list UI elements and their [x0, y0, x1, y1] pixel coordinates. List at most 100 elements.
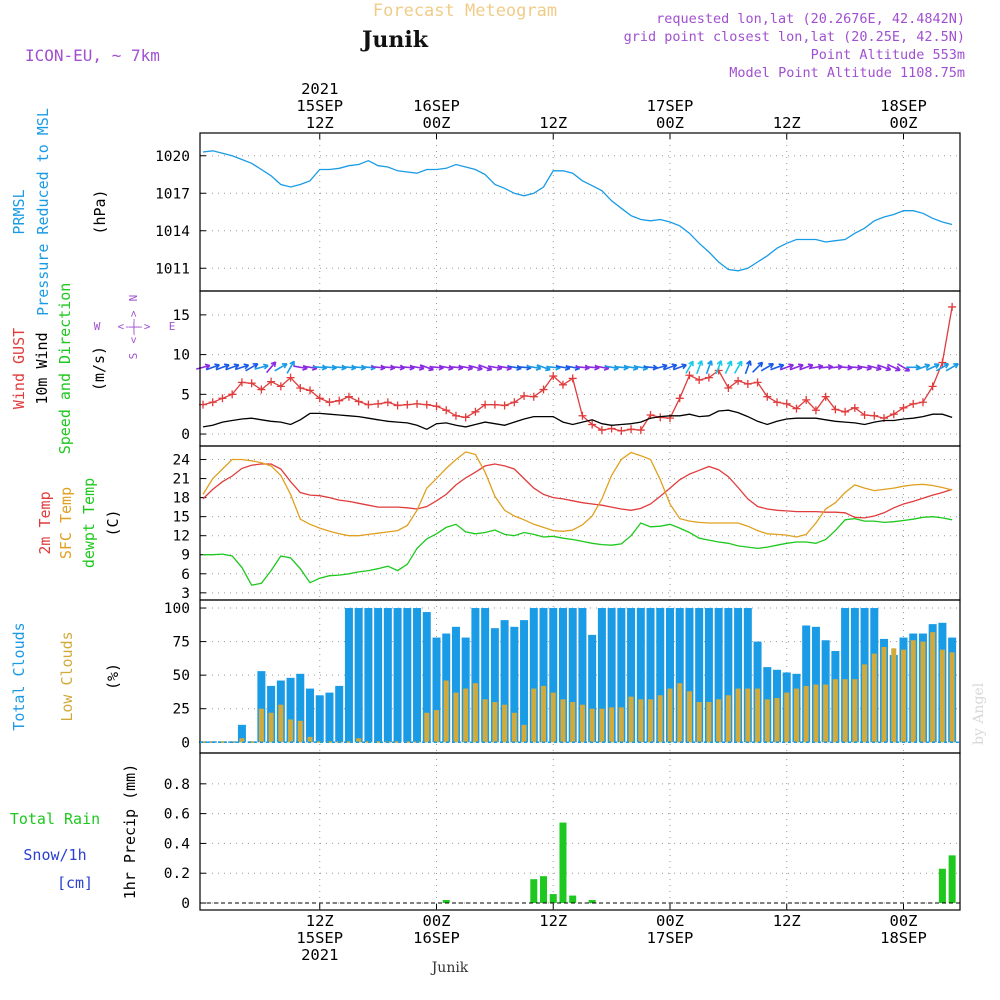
series-temperature-1 — [202, 451, 953, 538]
bar-clouds — [472, 683, 478, 743]
bar-clouds — [306, 688, 315, 743]
header-info-line-2: grid point closest lon,lat (20.25E, 42.5… — [624, 29, 965, 45]
bar-clouds — [764, 699, 770, 743]
precip-legend-line: Snow/1h — [23, 846, 86, 864]
bar-clouds — [560, 699, 566, 743]
bar-clouds — [617, 608, 626, 743]
wind-arrow — [770, 363, 785, 371]
y-tick-label: 1017 — [155, 186, 190, 202]
wind-arrow — [254, 363, 269, 370]
bar-clouds — [511, 712, 517, 743]
line-pressure-0 — [202, 150, 953, 272]
bar-clouds — [675, 608, 684, 743]
wind-arrow — [196, 363, 211, 370]
gust-marker — [442, 406, 451, 415]
bar-clouds — [344, 608, 353, 743]
bar-clouds — [404, 741, 410, 743]
bar-clouds — [704, 608, 713, 743]
bar-precip — [938, 868, 946, 904]
bar-clouds — [317, 741, 323, 743]
bar-clouds — [249, 741, 255, 743]
y-tick-label: 1020 — [155, 149, 190, 165]
wind-arrow — [733, 360, 743, 374]
bar-clouds — [920, 641, 926, 743]
panel-clouds: 0 25 50 75 100 Total Clouds Low Clouds (%) — [10, 599, 961, 754]
time-label-bottom: 00Z — [656, 912, 684, 930]
bar-clouds — [237, 724, 246, 743]
bar-clouds — [481, 608, 490, 743]
wind-arrow — [215, 363, 230, 371]
line-temperature-0 — [202, 463, 953, 519]
gust-marker — [763, 392, 772, 401]
gust-marker — [743, 379, 752, 388]
time-label-bottom: 00Z — [422, 912, 450, 930]
panel-ylabel: Low Clouds — [58, 631, 76, 721]
gust-marker — [296, 383, 305, 392]
bar-clouds — [823, 684, 829, 743]
bar-precip — [588, 900, 596, 904]
bar-clouds — [549, 608, 558, 743]
gust-marker — [267, 377, 276, 386]
header-model: ICON-EU, ~ 7km — [25, 46, 160, 65]
compass-arrows-v: <-|-> — [127, 310, 140, 343]
bar-clouds — [636, 608, 645, 743]
panel-ylabel: 10m Wind — [33, 332, 51, 404]
compass-label: W — [94, 320, 101, 333]
bar-clouds — [881, 646, 887, 743]
bar-clouds — [578, 608, 587, 743]
bar-clouds — [471, 608, 480, 743]
y-tick-label: 0 — [181, 735, 190, 751]
bar-clouds — [346, 741, 352, 743]
bar-clouds — [677, 683, 683, 743]
gust-marker — [831, 405, 840, 414]
bar-clouds — [628, 696, 634, 743]
gust-marker — [413, 399, 422, 408]
wind-arrow — [663, 363, 678, 371]
time-label-top: 17SEP — [647, 97, 694, 115]
panel-unit: (C) — [104, 509, 122, 536]
gust-marker — [588, 420, 597, 429]
bar-precip — [530, 879, 538, 904]
time-label-bottom: 17SEP — [647, 929, 694, 947]
bar-clouds — [695, 608, 704, 743]
bar-clouds — [492, 702, 498, 743]
wind-arrow — [916, 363, 931, 371]
gust-marker — [636, 426, 645, 435]
bar-clouds — [685, 608, 694, 743]
watermark: by Angel — [971, 682, 987, 745]
gust-marker — [899, 403, 908, 412]
series-wind-1 — [202, 409, 953, 431]
precip-legend-line: Total Rain — [10, 810, 100, 828]
panel-unit: (%) — [104, 663, 122, 690]
bar-clouds — [443, 680, 449, 743]
time-label-bottom: 2021 — [301, 946, 338, 964]
bar-clouds — [297, 720, 303, 743]
bar-clouds — [395, 741, 401, 743]
time-label-top: 18SEP — [880, 97, 927, 115]
gust-marker — [257, 385, 266, 394]
gust-marker — [354, 397, 363, 406]
bar-clouds — [656, 608, 665, 743]
gust-marker — [568, 374, 577, 383]
bar-clouds — [665, 608, 674, 743]
wind-arrow — [752, 361, 764, 373]
compass-label: N — [127, 295, 140, 302]
panel-precip: 0 0.2 0.4 0.6 0.8 1hr Precip (mm) Total Rain Sn… — [10, 752, 961, 912]
bar-clouds — [725, 695, 731, 743]
bar-clouds — [383, 608, 392, 743]
wind-arrow — [653, 363, 668, 370]
gust-marker — [948, 302, 957, 311]
bar-clouds — [550, 692, 556, 743]
wind-arrow — [286, 360, 295, 374]
footer-location: Junik — [430, 960, 469, 976]
header-info-line-4: Model Point Altitude 1108.75m — [729, 65, 965, 81]
panel-ylabel: Wind GUST — [10, 328, 28, 409]
gust-marker — [685, 371, 694, 380]
time-label-bottom: 16SEP — [413, 929, 460, 947]
bar-clouds — [374, 608, 383, 743]
gust-marker — [500, 401, 509, 410]
gust-marker — [529, 392, 538, 401]
time-label-top: 2021 — [301, 80, 338, 98]
bar-clouds — [589, 708, 595, 743]
